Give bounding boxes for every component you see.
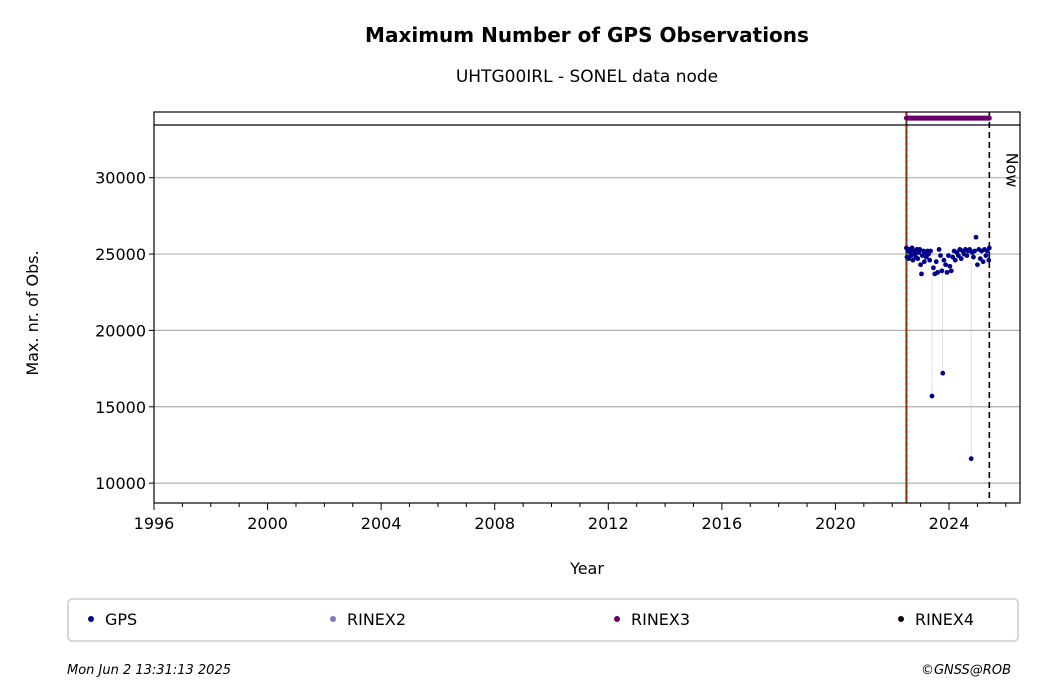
chart-subtitle: UHTG00IRL - SONEL data node (456, 67, 718, 87)
chart-title: Maximum Number of GPS Observations (365, 23, 809, 47)
y-tick-label-15000: 15000 (95, 398, 146, 417)
y-tick-label-20000: 20000 (95, 321, 146, 340)
gps-point-69 (986, 245, 992, 251)
gps-point-32 (936, 247, 942, 252)
x-tick-label-2004: 2004 (361, 514, 402, 533)
footer-timestamp: Mon Jun 2 13:31:13 2025 (67, 663, 231, 678)
gps-point-55 (968, 456, 974, 462)
gps-point-64 (980, 259, 986, 265)
gps-point-39 (946, 253, 951, 258)
gps-point-31 (935, 269, 941, 275)
y-tick-label-25000: 25000 (95, 245, 146, 264)
gps-point-13 (915, 256, 921, 262)
data-points (904, 234, 992, 462)
gps-point-15 (917, 247, 923, 252)
plot-frame (153, 111, 1021, 504)
gps-point-66 (983, 253, 989, 258)
gps-point-27 (929, 393, 935, 399)
gps-point-44 (952, 257, 958, 263)
x-axis-label: Year (569, 559, 604, 578)
gps-point-17 (919, 271, 924, 277)
legend-marker-rinex4 (898, 616, 904, 622)
gps-point-60 (975, 262, 980, 268)
gps-point-68 (986, 257, 992, 263)
gps-point-33 (938, 253, 943, 258)
now-label: Now (1002, 153, 1021, 188)
gps-point-25 (927, 257, 933, 263)
y-tick-label-10000: 10000 (95, 474, 146, 493)
gps-point-46 (955, 253, 961, 258)
gps-point-16 (918, 262, 924, 268)
gps-point-41 (948, 268, 954, 274)
y-tick-label-30000: 30000 (95, 169, 146, 188)
legend-label-rinex3: RINEX3 (631, 610, 690, 629)
x-tick-label-2012: 2012 (588, 514, 629, 533)
legend: GPS RINEX2 RINEX3 RINEX4 (67, 598, 1019, 642)
footer-credit: ©GNSS@ROB (921, 663, 1011, 678)
gps-point-52 (964, 253, 970, 258)
legend-marker-rinex2 (330, 616, 336, 622)
legend-marker-rinex3 (614, 616, 620, 622)
gridlines (154, 177, 1020, 484)
gps-point-35 (940, 370, 946, 376)
gps-point-26 (928, 248, 933, 254)
gps-point-37 (943, 262, 949, 268)
y-axis-ticks: 10000 15000 20000 25000 30000 (95, 169, 154, 493)
gps-point-58 (972, 248, 977, 254)
gps-point-62 (977, 256, 983, 262)
x-tick-label-1996: 1996 (134, 514, 175, 533)
gps-point-48 (958, 256, 964, 262)
gps-point-20 (921, 259, 927, 265)
legend-marker-gps (88, 616, 94, 622)
legend-box (67, 598, 1019, 642)
legend-label-rinex4: RINEX4 (915, 610, 974, 629)
stem-lines (931, 261, 972, 459)
legend-label-gps: GPS (105, 610, 137, 629)
x-tick-label-2020: 2020 (815, 514, 856, 533)
reference-lines (903, 112, 992, 503)
gps-point-34 (939, 268, 945, 274)
legend-label-rinex2: RINEX2 (347, 610, 406, 629)
y-axis-label: Max. nr. of Obs. (23, 250, 42, 375)
x-axis-ticks: 1996 2000 2004 2008 2012 2016 2020 2024 (134, 503, 1007, 533)
gps-point-18 (919, 253, 925, 258)
gps-point-36 (941, 257, 947, 263)
x-tick-label-2016: 2016 (702, 514, 743, 533)
gps-point-28 (931, 265, 936, 271)
x-tick-label-2008: 2008 (474, 514, 515, 533)
gps-point-57 (971, 254, 976, 260)
gps-point-59 (973, 234, 979, 240)
gps-point-30 (933, 259, 939, 265)
x-tick-label-2024: 2024 (929, 514, 970, 533)
gps-point-40 (947, 263, 953, 269)
x-tick-label-2000: 2000 (247, 514, 288, 533)
gps-point-6 (908, 253, 914, 258)
gps-point-8 (910, 257, 916, 263)
gps-point-38 (944, 269, 950, 275)
